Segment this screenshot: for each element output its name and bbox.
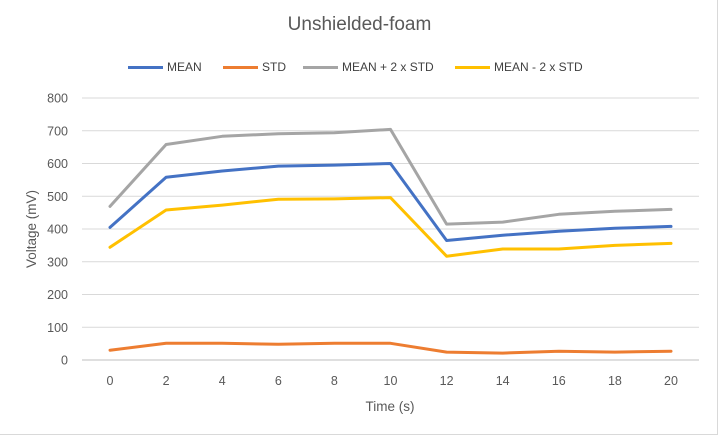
y-axis-title: Voltage (mV)	[24, 190, 39, 268]
legend-label-mean-plus-2std: MEAN + 2 x STD	[342, 60, 434, 74]
legend-item-std: STD	[223, 59, 286, 75]
series-line-1	[108, 341, 673, 355]
legend-label-mean: MEAN	[167, 60, 202, 74]
x-tick-label: 18	[608, 374, 622, 388]
x-tick-label: 16	[552, 374, 566, 388]
series-line-2	[108, 127, 673, 226]
y-tick-label: 200	[47, 288, 68, 302]
x-tick-label: 0	[107, 374, 114, 388]
legend-swatch-std	[223, 65, 258, 69]
x-tick-label: 8	[331, 374, 338, 388]
y-tick-label: 500	[47, 190, 68, 204]
legend-item-mean-minus-2std: MEAN - 2 x STD	[455, 59, 583, 75]
y-tick-label: 600	[47, 157, 68, 171]
x-tick-label: 6	[275, 374, 282, 388]
y-tick-label: 800	[47, 92, 68, 106]
x-tick-label: 20	[664, 374, 678, 388]
legend: MEAN STD MEAN + 2 x STD MEAN - 2 x STD	[0, 59, 719, 75]
y-tick-label: 700	[47, 124, 68, 138]
legend-swatch-mean-minus-2std	[455, 65, 490, 69]
legend-swatch-mean	[128, 65, 163, 69]
y-tick-label: 300	[47, 255, 68, 269]
legend-item-mean: MEAN	[128, 59, 202, 75]
legend-item-mean-plus-2std: MEAN + 2 x STD	[303, 59, 434, 75]
x-tick-label: 14	[496, 374, 510, 388]
x-tick-label: 2	[163, 374, 170, 388]
x-tick-labels: 0 2 4 6 8 10 12 14 16 18 20	[107, 374, 678, 388]
gridlines	[82, 97, 699, 361]
series-lines	[108, 127, 673, 355]
x-tick-label: 12	[440, 374, 454, 388]
y-tick-label: 0	[61, 354, 68, 368]
x-axis-title: Time (s)	[366, 399, 415, 414]
x-tick-label: 4	[219, 374, 226, 388]
series-line-0	[108, 162, 673, 242]
legend-label-mean-minus-2std: MEAN - 2 x STD	[494, 60, 583, 74]
y-tick-labels: 0 100 200 300 400 500 600 700 800	[47, 92, 68, 368]
y-tick-label: 400	[47, 223, 68, 237]
chart-title: Unshielded-foam	[287, 14, 432, 35]
y-tick-label: 100	[47, 321, 68, 335]
x-tick-label: 10	[384, 374, 398, 388]
series-line-3	[108, 196, 673, 258]
legend-swatch-mean-plus-2std	[303, 65, 338, 69]
legend-label-std: STD	[262, 60, 286, 74]
